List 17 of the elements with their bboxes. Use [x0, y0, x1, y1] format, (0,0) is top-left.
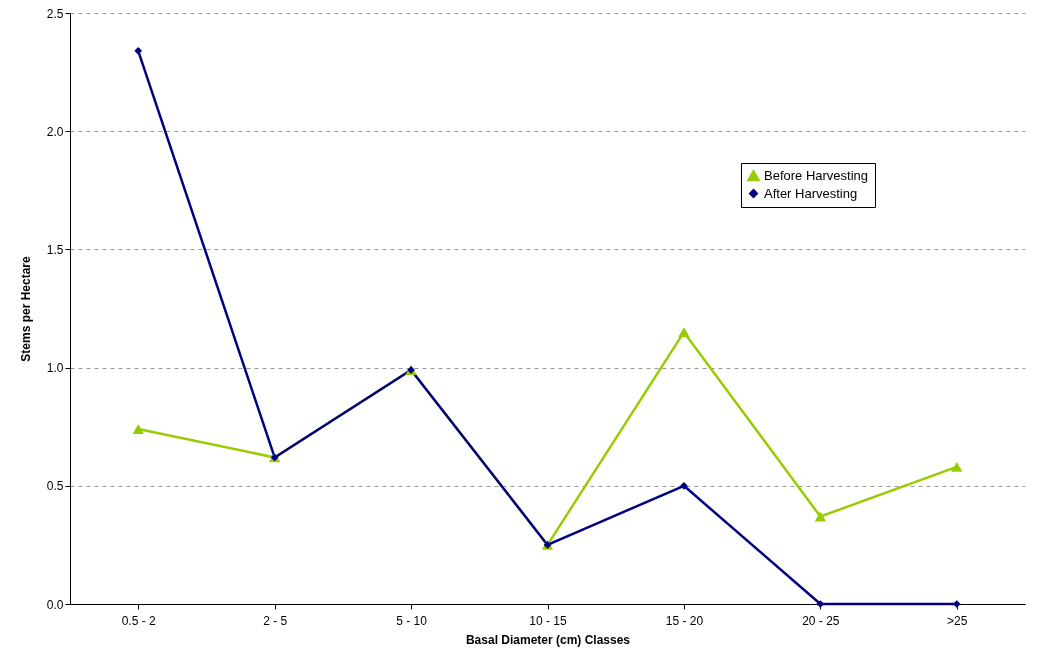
y-tick-label: 1.0 — [46, 361, 64, 376]
y-tick-label: 1.5 — [46, 242, 64, 257]
y-axis-title: Stems per Hectare — [18, 255, 33, 362]
x-tick-label: >25 — [947, 613, 968, 628]
y-tick-label: 0.0 — [46, 597, 64, 612]
y-tick-label: 2.0 — [46, 124, 64, 139]
y-tick-label: 2.5 — [46, 6, 64, 21]
x-tick-label: 5 - 10 — [396, 613, 428, 628]
x-tick-label: 15 - 20 — [665, 613, 704, 628]
x-tick-label: 0.5 - 2 — [121, 613, 157, 628]
y-tick-label: 0.5 — [46, 479, 64, 494]
x-tick-label: 10 - 15 — [529, 613, 568, 628]
legend-label: Before Harvesting — [764, 167, 869, 183]
x-tick-label: 20 - 25 — [802, 613, 840, 628]
x-axis-title: Basal Diameter (cm) Classes — [465, 632, 631, 647]
x-tick-label: 2 - 5 — [263, 613, 288, 628]
legend-label: After Harvesting — [764, 185, 858, 201]
